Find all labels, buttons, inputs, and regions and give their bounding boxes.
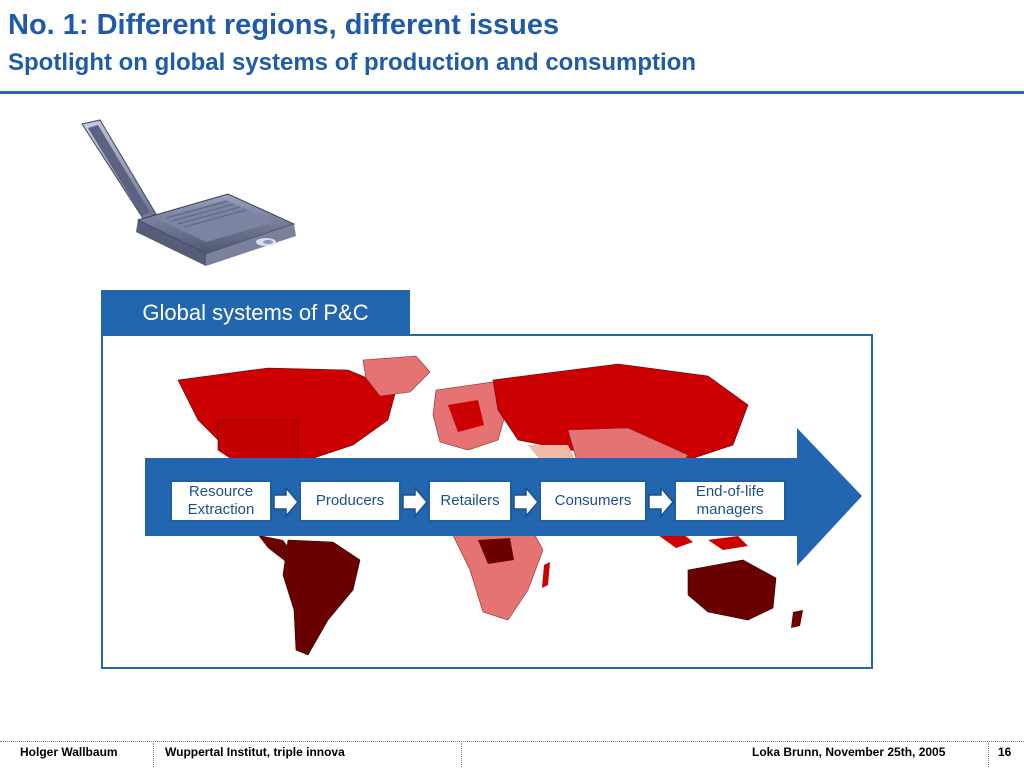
stage-label: Consumers (554, 492, 632, 509)
step-arrow-icon (402, 486, 428, 518)
stage-label: Retailers (440, 492, 500, 509)
slide-subtitle: Spotlight on global systems of productio… (8, 49, 696, 76)
footer-separator (153, 743, 154, 767)
stage-producers: Producers (299, 480, 401, 522)
slide-title: No. 1: Different regions, different issu… (8, 9, 560, 41)
stage-resource-extraction: Resource Extraction (170, 480, 272, 522)
world-map (177, 355, 803, 656)
header-divider (0, 91, 1024, 94)
footer-separator (988, 743, 989, 767)
stage-consumers: Consumers (539, 480, 647, 522)
step-arrow-icon (513, 486, 539, 518)
step-arrow-icon (273, 486, 299, 518)
footer-divider (0, 741, 1024, 742)
stage-label-line1: End-of-life (695, 483, 765, 500)
stage-label: Producers (315, 492, 385, 509)
page-number: 16 (998, 745, 1012, 759)
laptop-icon (81, 119, 296, 266)
stage-end-of-life-managers: End-of-life managers (674, 480, 786, 522)
panel-tab-title: Global systems of P&C (101, 290, 410, 336)
step-arrow-icon (648, 486, 674, 518)
footer-presenter-date: Loka Brunn, November 25th, 2005 (752, 745, 946, 759)
footer-institute: Wuppertal Institut, triple innova (165, 745, 345, 759)
stage-label-line2: Extraction (187, 501, 255, 518)
stage-retailers: Retailers (428, 480, 512, 522)
footer-author: Holger Wallbaum (20, 745, 118, 759)
stage-label-line1: Resource (188, 483, 254, 500)
stage-label-line2: managers (696, 501, 764, 518)
footer-separator (461, 743, 462, 767)
